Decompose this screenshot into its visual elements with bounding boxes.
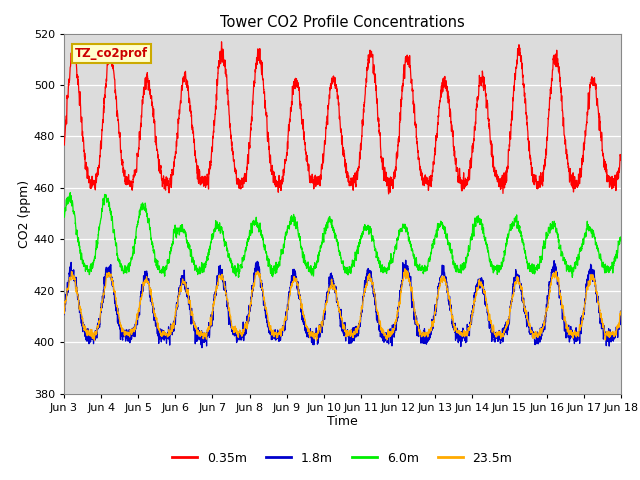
- Legend: 0.35m, 1.8m, 6.0m, 23.5m: 0.35m, 1.8m, 6.0m, 23.5m: [167, 447, 518, 469]
- Title: Tower CO2 Profile Concentrations: Tower CO2 Profile Concentrations: [220, 15, 465, 30]
- X-axis label: Time: Time: [327, 415, 358, 429]
- Y-axis label: CO2 (ppm): CO2 (ppm): [18, 180, 31, 248]
- Text: TZ_co2prof: TZ_co2prof: [75, 47, 148, 60]
